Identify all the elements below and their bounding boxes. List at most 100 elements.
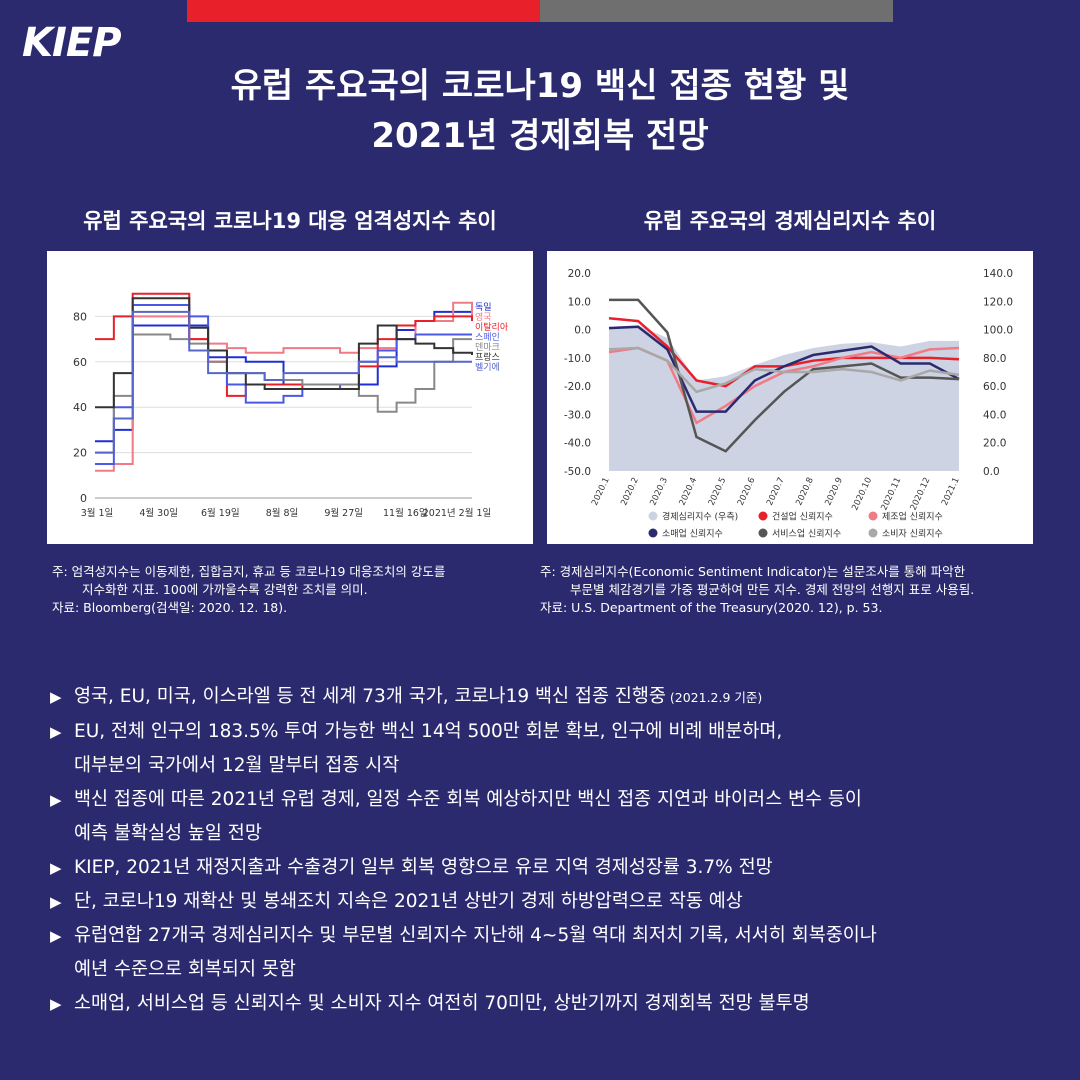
source-line: 자료: Bloomberg(검색일: 2020. 12. 18).: [52, 600, 288, 615]
kiep-logo: KIEP: [22, 20, 122, 66]
x-tick-label: 9월 27일: [324, 507, 363, 519]
note-line: 부문별 체감경기를 가중 평균하여 만든 지수. 경제 전망의 선행지 표로 사…: [570, 582, 975, 597]
bullet-text: EU, 전체 인구의 183.5% 투여 가능한 백신 14억 500만 회분 …: [74, 721, 783, 742]
legend-marker: [758, 528, 768, 538]
y-tick-label-left: -50.0: [564, 466, 591, 478]
series-line: [95, 304, 472, 465]
arrow-icon: ▶: [50, 723, 62, 741]
legend-marker: [868, 511, 878, 521]
x-tick-label: 2020.7: [765, 476, 787, 507]
y-tick-label-right: 60.0: [983, 381, 1006, 393]
y-tick-label-left: 0.0: [574, 325, 591, 337]
bullet-text: 유럽연합 27개국 경제심리지수 및 부문별 신뢰지수 지난해 4~5월 역대 …: [74, 925, 877, 946]
legend-marker: [758, 511, 768, 521]
note-line: 주: 엄격성지수는 이동제한, 집합금지, 휴교 등 코로나19 대응조치의 강…: [52, 564, 446, 579]
legend-label: 스페인: [475, 332, 500, 343]
sentiment-note: 주: 경제심리지수(Economic Sentiment Indicator)는…: [540, 563, 1050, 617]
bullet-item: ▶ 소매업, 서비스업 등 신뢰지수 및 소비자 지수 여전히 70미만, 상반…: [50, 987, 1050, 1021]
bullet-item: ▶ EU, 전체 인구의 183.5% 투여 가능한 백신 14억 500만 회…: [50, 715, 1050, 783]
bullet-text: 영국, EU, 미국, 이스라엘 등 전 세계 73개 국가, 코로나19 백신…: [74, 686, 666, 707]
arrow-icon: ▶: [50, 927, 62, 945]
legend-label: 경제심리지수 (우측): [662, 511, 738, 523]
y-tick-label-right: 20.0: [983, 438, 1006, 450]
legend-label: 소비자 신뢰지수: [882, 529, 943, 540]
y-tick-label-left: -20.0: [564, 381, 591, 393]
x-tick-label: 4월 30일: [139, 507, 178, 519]
series-line: [609, 298, 960, 453]
bullet-text-cont: 예측 불확실성 높일 전망: [74, 823, 262, 844]
legend-label: 영국: [475, 312, 492, 323]
legend-label: 독일: [475, 302, 492, 313]
x-tick-label: 2020.12: [909, 476, 933, 512]
legend-marker: [648, 528, 658, 538]
x-tick-label: 2021.1: [940, 476, 962, 507]
top-accent-red: [187, 0, 540, 22]
legend-label: 이탈리아: [475, 322, 509, 333]
sentiment-area: [609, 325, 959, 471]
y-tick-label: 60: [73, 356, 87, 369]
y-tick-label-right: 100.0: [983, 325, 1013, 337]
series-line: [95, 301, 473, 472]
series-line: [608, 346, 960, 394]
x-tick-label: 2021년 2월 1일: [423, 507, 492, 519]
legend-label: 소매업 신뢰지수: [662, 529, 723, 540]
stringency-chart-panel: 0 20 40 60 80 3월 1일 4월 30일 6월 19일 8월 8일 9월 27일 11월…: [47, 251, 533, 544]
bullet-text-cont: 예년 수준으로 회복되지 못함: [74, 959, 296, 980]
series-line: [608, 325, 960, 413]
stringency-chart-title: 유럽 주요국의 코로나19 대응 엄격성지수 추이: [83, 209, 497, 233]
bullet-item: ▶ 백신 접종에 따른 2021년 유럽 경제, 일정 수준 회복 예상하지만 …: [50, 783, 1050, 851]
sentiment-chart-title: 유럽 주요국의 경제심리지수 추이: [643, 209, 937, 233]
sentiment-chart-panel: 20.0 10.0 0.0 -10.0 -20.0 -30.0 -40.0 -50.0 140.…: [547, 251, 1033, 544]
arrow-icon: ▶: [50, 995, 62, 1013]
x-tick-label: 6월 19일: [201, 507, 240, 519]
y-tick-label-right: 140.0: [983, 268, 1013, 280]
y-tick-label-left: -10.0: [564, 353, 591, 365]
legend-marker: [648, 511, 658, 521]
y-tick-label-left: 20.0: [568, 268, 591, 280]
y-tick-label-left: 10.0: [568, 296, 591, 308]
x-tick-label: 2020.6: [736, 476, 758, 507]
stringency-note: 주: 엄격성지수는 이동제한, 집합금지, 휴교 등 코로나19 대응조치의 강…: [52, 563, 542, 617]
top-accent-gray: [540, 0, 893, 22]
series-line: [95, 310, 472, 454]
bullet-text-cont: 대부분의 국가에서 12월 말부터 접종 시작: [74, 755, 400, 776]
arrow-icon: ▶: [50, 688, 62, 706]
x-tick-label: 11월 16일: [383, 507, 428, 519]
x-tick-label: 2020.11: [879, 476, 903, 512]
x-tick-label: 2020.2: [619, 476, 641, 507]
x-tick-label: 2020.8: [794, 476, 816, 507]
y-tick-label: 80: [73, 310, 87, 323]
legend-label: 벨기에: [475, 362, 500, 373]
y-tick-label: 0: [80, 492, 87, 505]
legend-label: 제조업 신뢰지수: [882, 512, 943, 523]
y-tick-label-left: -40.0: [564, 438, 591, 450]
source-line: 자료: U.S. Department of the Treasury(2020…: [540, 600, 883, 615]
bullet-text: 단, 코로나19 재확산 및 봉쇄조치 지속은 2021년 상반기 경제 하방압…: [74, 891, 743, 912]
legend-label: 덴마크: [475, 342, 500, 353]
bullet-list: ▶ 영국, EU, 미국, 이스라엘 등 전 세계 73개 국가, 코로나19 …: [50, 680, 1050, 1021]
series-line: [95, 297, 473, 409]
note-line: 지수화한 지표. 100에 가까울수록 강력한 조치를 의미.: [82, 582, 368, 597]
y-tick-label-right: 0.0: [983, 466, 1000, 478]
bullet-item: ▶ 단, 코로나19 재확산 및 봉쇄조치 지속은 2021년 상반기 경제 하…: [50, 885, 1050, 919]
legend-marker: [868, 528, 878, 538]
legend-label: 서비스업 신뢰지수: [772, 529, 841, 540]
y-tick-label-left: -30.0: [564, 409, 591, 421]
page-title-line2: 2021년 경제회복 전망: [371, 116, 709, 156]
x-tick-label: 2020.1: [590, 476, 612, 507]
page-title-line1: 유럽 주요국의 코로나19 백신 접종 현황 및: [230, 66, 850, 106]
sentiment-chart: 20.0 10.0 0.0 -10.0 -20.0 -30.0 -40.0 -50.0 140.…: [564, 268, 1013, 540]
x-tick-label: 2020.5: [707, 476, 729, 507]
x-tick-label: 3월 1일: [81, 507, 114, 519]
arrow-icon: ▶: [50, 859, 62, 877]
legend-label: 프랑스: [475, 351, 500, 363]
bullet-item: ▶ 유럽연합 27개국 경제심리지수 및 부문별 신뢰지수 지난해 4~5월 역…: [50, 919, 1050, 987]
bullet-item: ▶ KIEP, 2021년 재정지출과 수출경기 일부 회복 영향으로 유로 지…: [50, 851, 1050, 885]
arrow-icon: ▶: [50, 893, 62, 911]
x-tick-label: 2020.4: [678, 476, 700, 507]
y-tick-label: 20: [73, 447, 87, 460]
stringency-chart: 0 20 40 60 80 3월 1일 4월 30일 6월 19일 8월 8일 9월 27일 11월…: [73, 292, 509, 519]
legend-label: 건설업 신뢰지수: [772, 512, 833, 523]
bullet-item: ▶ 영국, EU, 미국, 이스라엘 등 전 세계 73개 국가, 코로나19 …: [50, 680, 1050, 715]
x-tick-label: 2020.3: [648, 476, 670, 507]
